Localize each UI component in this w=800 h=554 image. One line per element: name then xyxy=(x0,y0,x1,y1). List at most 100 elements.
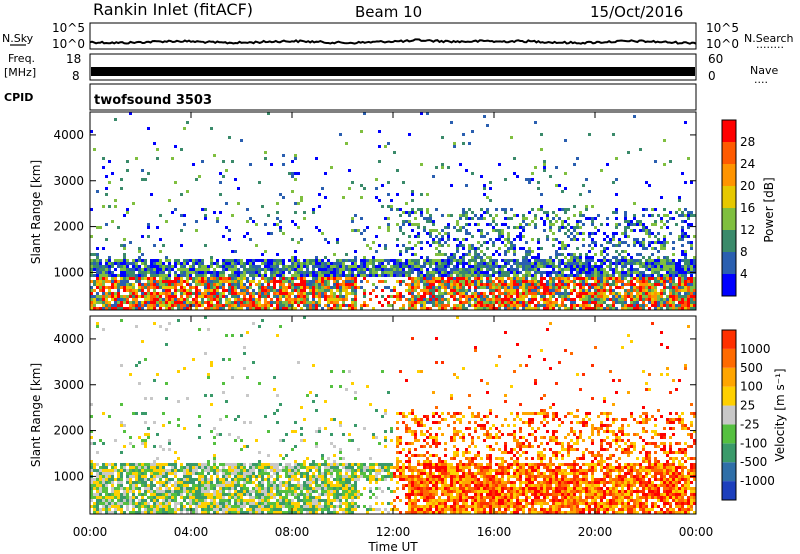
heatmap-cell xyxy=(576,295,579,298)
heatmap-cell xyxy=(543,220,546,223)
heatmap-cell xyxy=(243,511,246,514)
heatmap-cell xyxy=(558,253,561,256)
heatmap-cell xyxy=(606,241,609,244)
heatmap-cell xyxy=(264,469,267,472)
heatmap-cell xyxy=(141,505,144,508)
heatmap-cell xyxy=(309,280,312,283)
heatmap-cell xyxy=(264,289,267,292)
heatmap-cell xyxy=(528,289,531,292)
heatmap-cell xyxy=(348,277,351,280)
heatmap-cell xyxy=(591,286,594,289)
heatmap-cell xyxy=(363,262,366,265)
heatmap-cell xyxy=(570,265,573,268)
heatmap-cell xyxy=(426,307,429,310)
heatmap-cell xyxy=(276,259,279,262)
heatmap-cell xyxy=(459,259,462,262)
heatmap-cell xyxy=(123,307,126,310)
heatmap-cell xyxy=(390,265,393,268)
heatmap-cell xyxy=(438,307,441,310)
heatmap-cell xyxy=(684,307,687,310)
heatmap-cell xyxy=(201,490,204,493)
heatmap-cell xyxy=(567,265,570,268)
heatmap-cell xyxy=(222,295,225,298)
heatmap-cell xyxy=(105,502,108,505)
heatmap-cell xyxy=(195,304,198,307)
heatmap-cell xyxy=(225,289,228,292)
heatmap-cell xyxy=(375,265,378,268)
heatmap-cell xyxy=(498,283,501,286)
heatmap-cell xyxy=(174,262,177,265)
heatmap-cell xyxy=(342,280,345,283)
heatmap-cell xyxy=(264,277,267,280)
heatmap-cell xyxy=(114,295,117,298)
heatmap-cell xyxy=(252,466,255,469)
heatmap-cell xyxy=(165,265,168,268)
heatmap-cell xyxy=(609,286,612,289)
heatmap-cell xyxy=(204,274,207,277)
heatmap-cell xyxy=(648,232,651,235)
heatmap-cell xyxy=(132,496,135,499)
heatmap-cell xyxy=(165,505,168,508)
heatmap-cell xyxy=(555,214,558,217)
heatmap-cell xyxy=(99,226,102,229)
heatmap-cell xyxy=(573,277,576,280)
heatmap-cell xyxy=(180,469,183,472)
heatmap-cell xyxy=(618,223,621,226)
heatmap-cell xyxy=(609,304,612,307)
heatmap-cell xyxy=(321,283,324,286)
heatmap-cell xyxy=(516,262,519,265)
heatmap-cell xyxy=(123,274,126,277)
heatmap-cell xyxy=(549,280,552,283)
heatmap-cell xyxy=(144,445,147,448)
heatmap-cell xyxy=(228,283,231,286)
heatmap-cell xyxy=(363,271,366,274)
heatmap-cell xyxy=(363,112,366,115)
heatmap-cell xyxy=(180,493,183,496)
heatmap-cell xyxy=(291,475,294,478)
heatmap-cell xyxy=(333,301,336,304)
heatmap-cell xyxy=(513,268,516,271)
heatmap-cell xyxy=(498,289,501,292)
heatmap-cell xyxy=(327,274,330,277)
heatmap-cell xyxy=(345,259,348,262)
heatmap-cell xyxy=(207,295,210,298)
heatmap-cell xyxy=(321,280,324,283)
heatmap-cell xyxy=(393,265,396,268)
heatmap-cell xyxy=(540,259,543,262)
heatmap-cell xyxy=(567,280,570,283)
heatmap-cell xyxy=(525,262,528,265)
heatmap-cell xyxy=(219,286,222,289)
heatmap-cell xyxy=(465,169,468,172)
heatmap-cell xyxy=(330,289,333,292)
heatmap-cell xyxy=(225,400,228,403)
heatmap-cell xyxy=(525,259,528,262)
heatmap-cell xyxy=(165,289,168,292)
heatmap-cell xyxy=(474,292,477,295)
heatmap-cell xyxy=(144,475,147,478)
heatmap-cell xyxy=(555,250,558,253)
heatmap-cell xyxy=(390,259,393,262)
heatmap-cell xyxy=(156,262,159,265)
heatmap-cell xyxy=(363,238,366,241)
heatmap-cell xyxy=(213,295,216,298)
heatmap-cell xyxy=(477,283,480,286)
heatmap-cell xyxy=(285,493,288,496)
heatmap-cell xyxy=(108,280,111,283)
heatmap-cell xyxy=(399,292,402,295)
heatmap-cell xyxy=(120,178,123,181)
heatmap-cell xyxy=(621,307,624,310)
heatmap-cell xyxy=(216,217,219,220)
heatmap-cell xyxy=(441,283,444,286)
heatmap-cell xyxy=(129,511,132,514)
heatmap-cell xyxy=(111,484,114,487)
heatmap-cell xyxy=(177,478,180,481)
heatmap-cell xyxy=(252,490,255,493)
heatmap-cell xyxy=(393,274,396,277)
heatmap-cell xyxy=(213,304,216,307)
heatmap-cell xyxy=(480,298,483,301)
heatmap-cell xyxy=(519,304,522,307)
heatmap-cell xyxy=(246,490,249,493)
heatmap-cell xyxy=(621,304,624,307)
heatmap-cell xyxy=(393,301,396,304)
heatmap-cell xyxy=(537,292,540,295)
